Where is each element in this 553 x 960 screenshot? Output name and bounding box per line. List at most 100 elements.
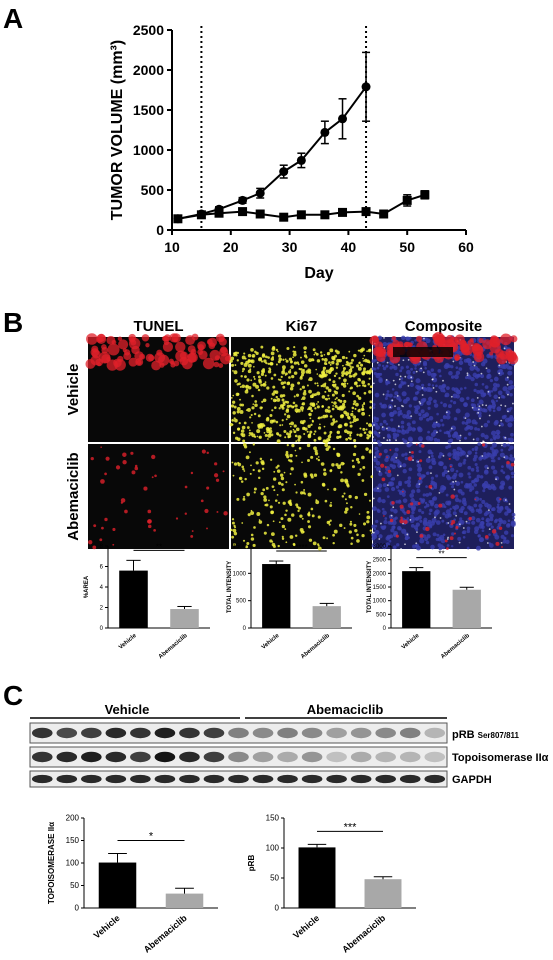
b-ki67-signal bbox=[276, 494, 279, 496]
b-nucleus bbox=[473, 454, 478, 459]
b-ki67-signal bbox=[336, 358, 340, 363]
b-ki67-signal bbox=[250, 359, 253, 363]
b-ki67-signal bbox=[270, 532, 275, 537]
c-band bbox=[326, 751, 347, 763]
b-nucleus bbox=[486, 375, 490, 379]
b-nucleus bbox=[455, 366, 459, 370]
b-tunel-signal bbox=[197, 341, 206, 351]
b-ki67-signal bbox=[294, 434, 298, 438]
b-ki67-signal bbox=[363, 431, 367, 435]
b-nucleus bbox=[390, 508, 394, 512]
b-ki67-signal bbox=[363, 367, 367, 371]
b-ki67-signal bbox=[229, 423, 233, 427]
b-nucleus bbox=[445, 493, 449, 497]
b-nucleus bbox=[454, 494, 459, 498]
b-nucleus bbox=[400, 425, 405, 429]
b-ki67-signal bbox=[327, 409, 331, 413]
b-nucleus bbox=[482, 454, 487, 460]
b-ki67-signal bbox=[334, 383, 337, 386]
b-ki67-signal bbox=[252, 543, 256, 547]
b-ki67-signal bbox=[314, 393, 317, 397]
b-ki67-signal bbox=[299, 376, 303, 380]
b-tunel-signal bbox=[380, 463, 385, 468]
b-ki67-signal bbox=[359, 468, 362, 471]
c-bar bbox=[98, 862, 137, 908]
b-ki67-signal bbox=[332, 533, 335, 537]
b-ki67-signal bbox=[307, 492, 312, 497]
panel-b-label: B bbox=[3, 307, 23, 338]
b-ki67-signal bbox=[349, 421, 352, 424]
b-ki67-signal bbox=[266, 523, 270, 527]
b-ki67-signal bbox=[294, 483, 296, 486]
b-ki67-signal bbox=[290, 360, 293, 363]
b-ki67-signal bbox=[372, 497, 375, 500]
b-ki67-signal bbox=[285, 452, 289, 457]
b-ki67-signal bbox=[356, 384, 359, 388]
b-ki67-signal bbox=[293, 371, 298, 375]
b-tunel-signal bbox=[118, 339, 129, 350]
b-ki67-signal bbox=[356, 533, 359, 537]
a-y-tick-label: 500 bbox=[141, 182, 165, 198]
b-ki67-signal bbox=[372, 436, 374, 438]
b-nucleus bbox=[392, 545, 397, 550]
b-tunel-signal bbox=[391, 335, 397, 341]
b-nucleus bbox=[488, 405, 493, 409]
b-nucleus bbox=[506, 463, 512, 469]
b-nucleus bbox=[511, 475, 514, 479]
b-ki67-signal bbox=[507, 393, 509, 396]
b-nucleus bbox=[489, 517, 494, 522]
b-nucleus bbox=[395, 500, 399, 504]
b-ki67-signal bbox=[334, 404, 338, 409]
b-nucleus bbox=[504, 511, 509, 516]
b-nucleus bbox=[376, 366, 380, 370]
b-ki67-signal bbox=[341, 370, 345, 375]
b-nucleus bbox=[490, 390, 494, 393]
b-ki67-signal bbox=[325, 386, 329, 390]
b-ki67-signal bbox=[289, 472, 292, 475]
b-ki67-signal bbox=[352, 391, 357, 396]
b-ki67-signal bbox=[344, 478, 348, 483]
b-nucleus bbox=[463, 511, 468, 516]
b-ki67-signal bbox=[281, 524, 286, 529]
b-tunel-signal bbox=[101, 526, 104, 530]
b-bar bbox=[262, 564, 291, 628]
b-ki67-signal bbox=[292, 356, 294, 359]
b-nucleus bbox=[422, 397, 427, 402]
b-nucleus bbox=[461, 421, 466, 425]
b-nucleus bbox=[453, 451, 459, 457]
b-ki67-signal bbox=[346, 502, 348, 505]
b-nucleus bbox=[375, 460, 381, 466]
b-ki67-signal bbox=[253, 412, 257, 416]
b-nucleus bbox=[382, 419, 387, 424]
b-ki67-signal bbox=[321, 405, 324, 408]
b-ki67-signal bbox=[316, 382, 319, 385]
b-tunel-signal bbox=[128, 357, 138, 367]
b-nucleus bbox=[445, 430, 450, 435]
b-ki67-signal bbox=[477, 411, 480, 414]
b-ki67-signal bbox=[242, 467, 245, 471]
b-ki67-signal bbox=[329, 348, 334, 353]
b-ki67-signal bbox=[314, 451, 319, 456]
c-y-tick-label: 0 bbox=[75, 904, 80, 913]
b-ki67-signal bbox=[274, 406, 277, 409]
b-ki67-signal bbox=[309, 430, 313, 434]
b-tunel-signal bbox=[468, 516, 472, 521]
b-ki67-signal bbox=[236, 497, 240, 501]
b-ki67-signal bbox=[359, 427, 362, 430]
b-ki67-signal bbox=[326, 537, 329, 540]
b-nucleus bbox=[432, 532, 437, 537]
b-nucleus bbox=[444, 392, 450, 398]
b-nucleus bbox=[430, 476, 435, 480]
b-nucleus bbox=[452, 505, 456, 510]
b-ki67-signal bbox=[313, 433, 316, 436]
b-ki67-signal bbox=[378, 431, 381, 434]
b-ki67-signal bbox=[271, 419, 275, 423]
b-ki67-signal bbox=[353, 400, 357, 404]
b-nucleus bbox=[428, 492, 433, 496]
b-ki67-signal bbox=[300, 480, 304, 484]
b-nucleus bbox=[476, 374, 480, 378]
b-micrograph-ki67-vehicle bbox=[229, 337, 373, 444]
b-ki67-signal bbox=[260, 345, 264, 349]
b-ki67-signal bbox=[303, 432, 306, 435]
b-nucleus bbox=[407, 426, 413, 432]
